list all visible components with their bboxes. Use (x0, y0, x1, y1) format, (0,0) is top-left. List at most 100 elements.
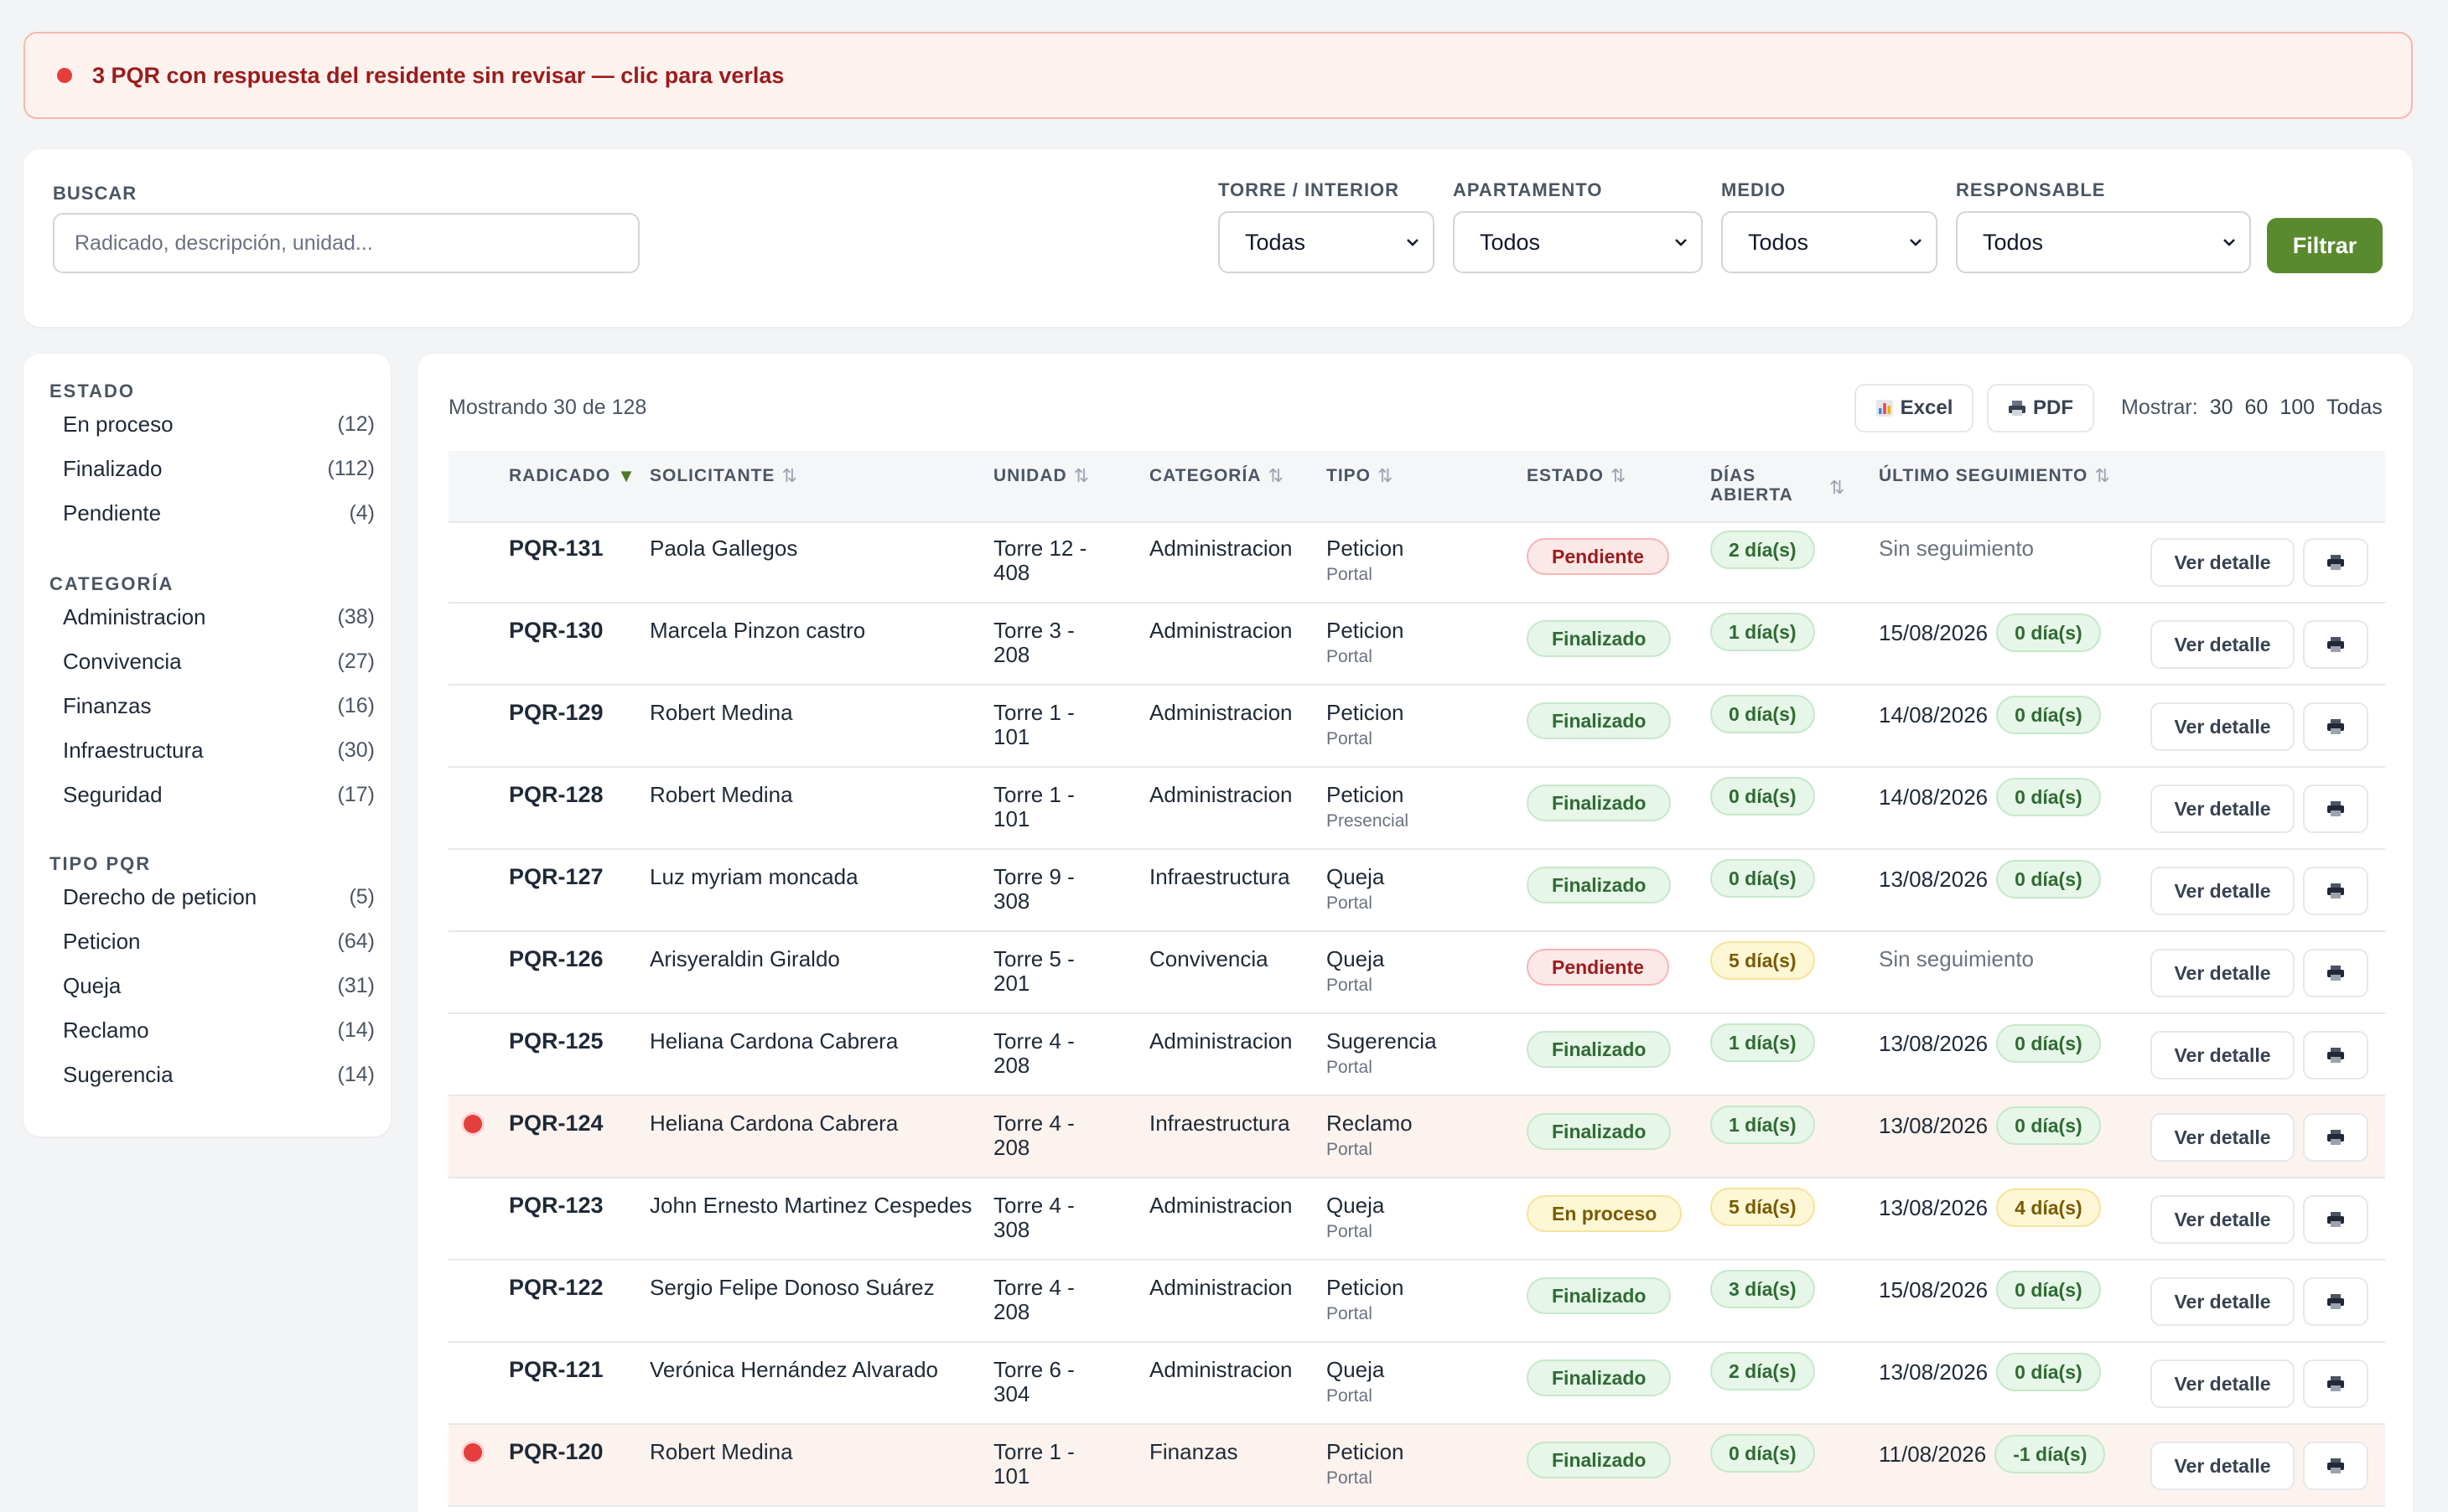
view-detail-button[interactable]: Ver detalle (2150, 784, 2295, 833)
page-size-option[interactable]: 100 (2279, 396, 2316, 419)
col-radicado[interactable]: RADICADO ▼ (509, 466, 636, 485)
cell-unidad: Torre 1 - 101 (993, 1439, 1075, 1489)
facet-label: Seguridad (63, 781, 163, 807)
view-detail-button[interactable]: Ver detalle (2150, 538, 2295, 587)
view-detail-button[interactable]: Ver detalle (2150, 620, 2295, 669)
page-size-option[interactable]: Todas (2326, 396, 2383, 419)
facet-label: Finanzas (63, 692, 152, 718)
torre-select[interactable]: Todas (1218, 211, 1434, 273)
table-row[interactable]: PQR-122 Sergio Felipe Donoso Suárez Torre … (449, 1261, 2385, 1343)
cell-medio: Portal (1326, 1304, 1372, 1323)
status-badge: Finalizado (1527, 1277, 1672, 1314)
cell-ultimo-seguimiento: 13/08/2026 0 día(s) (1879, 860, 2101, 898)
col-estado[interactable]: ESTADO ⇅ (1527, 466, 1626, 485)
table-row[interactable]: PQR-127 Luz myriam moncada Torre 9 - 308 In… (449, 850, 2385, 932)
page-size-option[interactable]: 30 (2209, 396, 2233, 419)
table-row[interactable]: PQR-125 Heliana Cardona Cabrera Torre 4 - … (449, 1014, 2385, 1096)
print-button[interactable] (2303, 784, 2368, 833)
table-row[interactable]: PQR-129 Robert Medina Torre 1 - 101 Adminis… (449, 686, 2385, 768)
cell-ultimo-seguimiento: 13/08/2026 0 día(s) (1879, 1353, 2101, 1391)
facet-tipo-item[interactable]: Sugerencia (14) (63, 1056, 375, 1093)
days-open-badge: 0 día(s) (1710, 859, 1815, 898)
print-button[interactable] (2303, 702, 2368, 751)
view-detail-button[interactable]: Ver detalle (2150, 1113, 2295, 1162)
table-row[interactable]: PQR-126 Arisyeraldin Giraldo Torre 5 - 201… (449, 932, 2385, 1014)
cell-unidad: Torre 4 - 208 (993, 1275, 1075, 1324)
facet-tipo-item[interactable]: Derecho de peticion (5) (63, 878, 375, 915)
table-row[interactable]: PQR-120 Robert Medina Torre 1 - 101 Finanza… (449, 1425, 2385, 1507)
print-button[interactable] (2303, 1277, 2368, 1326)
col-categoria[interactable]: CATEGORÍA ⇅ (1149, 466, 1284, 485)
table-row[interactable]: PQR-130 Marcela Pinzon castro Torre 3 - 20… (449, 603, 2385, 686)
facet-categoria-item[interactable]: Infraestructura (30) (63, 732, 375, 769)
print-button[interactable] (2303, 867, 2368, 915)
facet-categoria-item[interactable]: Seguridad (17) (63, 776, 375, 813)
cell-categoria: Finanzas (1149, 1439, 1238, 1464)
table-row[interactable]: PQR-124 Heliana Cardona Cabrera Torre 4 - … (449, 1096, 2385, 1178)
print-button[interactable] (2303, 620, 2368, 669)
export-excel-button[interactable]: Excel (1854, 384, 1973, 432)
facet-estado-item[interactable]: Pendiente (4) (63, 495, 375, 531)
print-button[interactable] (2303, 1113, 2368, 1162)
unreviewed-alert-banner[interactable]: 3 PQR con respuesta del residente sin re… (23, 32, 2413, 119)
sort-icon: ⇅ (2094, 465, 2111, 486)
col-solicitante[interactable]: SOLICITANTE ⇅ (650, 466, 798, 485)
print-button[interactable] (2303, 1195, 2368, 1244)
cell-categoria: Administracion (1149, 1357, 1293, 1382)
view-detail-button[interactable]: Ver detalle (2150, 1277, 2295, 1326)
cell-solicitante: Paola Gallegos (650, 536, 798, 561)
alert-text: 3 PQR con respuesta del residente sin re… (92, 62, 785, 88)
print-button[interactable] (2303, 1031, 2368, 1080)
cell-categoria: Administracion (1149, 782, 1293, 807)
facet-categoria-item[interactable]: Finanzas (16) (63, 687, 375, 724)
view-detail-button[interactable]: Ver detalle (2150, 867, 2295, 915)
days-open-badge: 2 día(s) (1710, 531, 1815, 569)
col-unidad[interactable]: UNIDAD ⇅ (993, 466, 1090, 485)
seguimiento-date: 13/08/2026 (1879, 1112, 1989, 1138)
facet-count: (27) (337, 649, 375, 673)
apartamento-select[interactable]: Todos (1453, 211, 1703, 273)
seguimiento-date: 13/08/2026 (1879, 1359, 1989, 1385)
filter-button[interactable]: Filtrar (2267, 218, 2383, 273)
facet-sidebar: ESTADO En proceso (12) Finalizado (112) Pe… (23, 354, 391, 1137)
table-row[interactable]: PQR-121 Verónica Hernández Alvarado Torre … (449, 1343, 2385, 1425)
facet-estado-item[interactable]: Finalizado (112) (63, 450, 375, 487)
medio-select[interactable]: Todos (1721, 211, 1937, 273)
print-button[interactable] (2303, 1359, 2368, 1408)
seguimiento-days-badge: 0 día(s) (1996, 614, 2101, 652)
print-button[interactable] (2303, 538, 2368, 587)
export-pdf-button[interactable]: PDF (1987, 384, 2094, 432)
table-row[interactable]: PQR-123 John Ernesto Martinez Cespedes Tor… (449, 1178, 2385, 1261)
cell-radicado: PQR-124 (509, 1111, 604, 1136)
table-row[interactable]: PQR-131 Paola Gallegos Torre 12 - 408 Admin… (449, 521, 2385, 603)
view-detail-button[interactable]: Ver detalle (2150, 1442, 2295, 1490)
col-dias-abierta[interactable]: DÍAS ABIERTA ⇅ (1710, 466, 1844, 505)
cell-radicado: PQR-128 (509, 782, 604, 807)
view-detail-button[interactable]: Ver detalle (2150, 1031, 2295, 1080)
facet-tipo-item[interactable]: Reclamo (14) (63, 1012, 375, 1049)
view-detail-button[interactable]: Ver detalle (2150, 1359, 2295, 1408)
seguimiento-date: 14/08/2026 (1879, 702, 1989, 728)
facet-tipo-item[interactable]: Queja (31) (63, 967, 375, 1004)
col-ultimo-seguimiento[interactable]: ÚLTIMO SEGUIMIENTO ⇅ (1879, 466, 2111, 485)
facet-tipo-item[interactable]: Peticion (64) (63, 923, 375, 960)
page-size-option[interactable]: 60 (2244, 396, 2269, 419)
responsable-select[interactable]: Todos (1956, 211, 2251, 273)
facet-estado-item[interactable]: En proceso (12) (63, 406, 375, 443)
view-detail-button[interactable]: Ver detalle (2150, 949, 2295, 997)
facet-count: (4) (349, 500, 375, 525)
cell-solicitante: Robert Medina (650, 782, 793, 807)
facet-categoria-item[interactable]: Administracion (38) (63, 598, 375, 635)
col-tipo[interactable]: TIPO ⇅ (1326, 466, 1393, 485)
table-row[interactable]: PQR-128 Robert Medina Torre 1 - 101 Adminis… (449, 768, 2385, 850)
view-detail-button[interactable]: Ver detalle (2150, 1195, 2295, 1244)
print-button[interactable] (2303, 949, 2368, 997)
sort-icon: ⇅ (781, 465, 798, 486)
view-detail-button[interactable]: Ver detalle (2150, 702, 2295, 751)
print-button[interactable] (2303, 1442, 2368, 1490)
search-input[interactable]: Radicado, descripción, unidad... (53, 213, 640, 273)
facet-categoria-item[interactable]: Convivencia (27) (63, 643, 375, 680)
sort-icon: ⇅ (1829, 477, 1846, 498)
col-dias-line1: DÍAS (1710, 466, 1756, 485)
status-badge: Finalizado (1527, 702, 1672, 739)
